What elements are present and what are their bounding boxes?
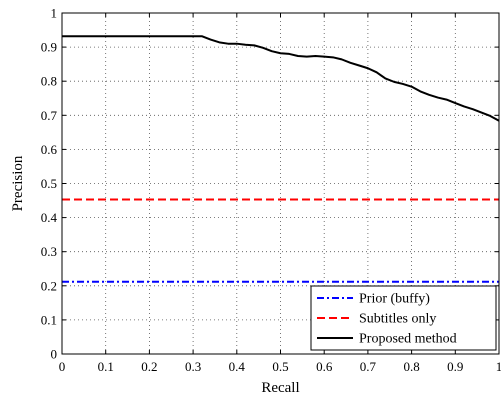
tick-labels: 0 0.1 0.2 0.3 0.4 0.5 0.6 0.7 0.8 0.9 1 0 0.1 0.2 0.3 0… xyxy=(41,6,501,375)
y-axis-label: Precision xyxy=(10,155,26,211)
y-tick-label: 0.2 xyxy=(41,278,57,293)
series-line-proposed-method xyxy=(62,35,500,122)
legend-label-subtitles: Subtitles only xyxy=(359,312,436,327)
legend-label-proposed: Proposed method xyxy=(359,332,457,347)
x-tick-label: 0.1 xyxy=(98,359,114,374)
x-axis-label: Recall xyxy=(261,380,299,396)
y-tick-label: 0.3 xyxy=(41,244,57,259)
x-tick-label: 0.2 xyxy=(141,359,157,374)
y-tick-label: 0.1 xyxy=(41,312,57,327)
x-tick-label: 0.4 xyxy=(229,359,246,374)
x-tick-label: 0.5 xyxy=(272,359,288,374)
y-tick-label: 0 xyxy=(51,347,58,362)
x-tick-label: 0.3 xyxy=(185,359,201,374)
y-tick-label: 0.5 xyxy=(41,176,57,191)
x-tick-label: 0.9 xyxy=(447,359,463,374)
x-tick-label: 0.6 xyxy=(316,359,333,374)
tick-marks xyxy=(61,12,500,355)
y-tick-label: 1 xyxy=(51,6,58,21)
x-tick-label: 1 xyxy=(496,359,501,374)
y-tick-label: 0.9 xyxy=(41,40,57,55)
series-lines xyxy=(62,35,500,283)
y-tick-label: 0.8 xyxy=(41,74,57,89)
x-tick-label: 0.7 xyxy=(360,359,377,374)
legend: Prior (buffy) Subtitles only Proposed me… xyxy=(310,285,497,351)
y-tick-label: 0.6 xyxy=(41,142,58,157)
x-tick-label: 0.8 xyxy=(403,359,419,374)
x-tick-label: 0 xyxy=(59,359,66,374)
y-tick-label: 0.7 xyxy=(41,108,58,123)
legend-label-prior: Prior (buffy) xyxy=(359,292,430,307)
y-tick-label: 0.4 xyxy=(41,210,58,225)
